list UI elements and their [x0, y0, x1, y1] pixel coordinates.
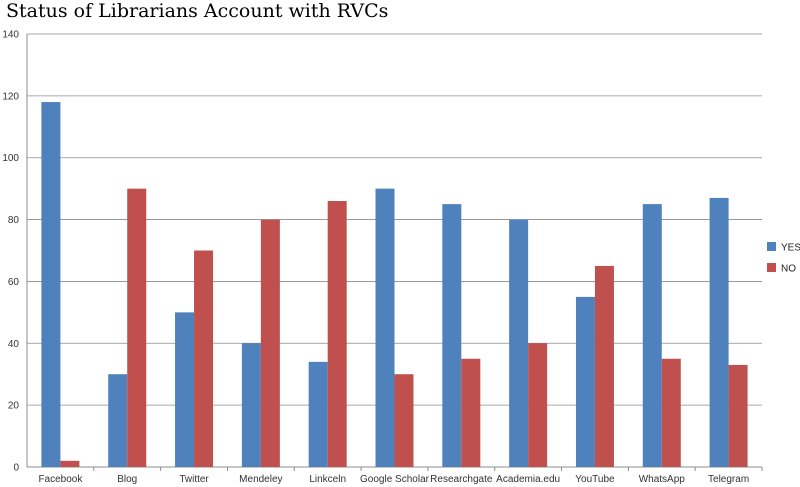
bar-no-researchgate [461, 358, 481, 467]
chart-title: Status of Librarians Account with RVCs [6, 0, 389, 22]
y-tick-label: 40 [8, 339, 20, 350]
x-tick-label: Researchgate [430, 474, 493, 485]
bar-no-facebook [60, 460, 80, 467]
bar-no-linkceln [327, 201, 347, 467]
x-tick-label: Mendeley [239, 474, 282, 485]
y-tick-label: 20 [8, 401, 20, 412]
bars [41, 102, 748, 468]
bar-yes-google-scholar [375, 188, 395, 467]
x-tick-label: Blog [117, 474, 137, 485]
y-tick-label: 80 [8, 215, 20, 226]
bar-no-youtube [594, 265, 614, 467]
bar-no-whatsapp [661, 358, 681, 467]
bar-no-blog [127, 188, 147, 467]
legend-swatch-yes [767, 242, 776, 251]
x-tick-label: Twitter [179, 474, 209, 485]
bar-no-academia-edu [528, 343, 548, 467]
x-tick-label: Google Scholar [360, 474, 430, 485]
x-tick-label: YouTube [575, 474, 615, 485]
bar-no-mendeley [260, 219, 280, 467]
bar-yes-blog [108, 374, 128, 467]
legend-swatch-no [767, 263, 776, 272]
x-tick-labels: Facebook Blog Twitter Mendeley Linkceln Googl… [38, 474, 749, 485]
y-tick-labels: 0 20 40 60 80 100 120 140 [2, 30, 19, 474]
x-tick-label: Facebook [38, 474, 83, 485]
bar-yes-mendeley [241, 343, 261, 467]
x-tick-label: Telegram [708, 474, 749, 485]
legend-label-yes: YES [781, 243, 800, 254]
y-tick-label: 100 [2, 153, 19, 164]
x-tick-label: Linkceln [309, 474, 346, 485]
bar-yes-linkceln [308, 361, 328, 467]
bar-yes-researchgate [442, 204, 462, 467]
bar-yes-academia-edu [509, 219, 529, 467]
bar-yes-whatsapp [642, 204, 662, 467]
bar-no-twitter [194, 250, 214, 467]
bar-no-google-scholar [394, 374, 414, 467]
legend-label-no: NO [781, 264, 796, 275]
x-tick-label: WhatsApp [639, 474, 686, 485]
y-tick-label: 0 [13, 463, 19, 474]
bar-yes-facebook [41, 102, 61, 468]
y-tick-label: 120 [2, 91, 19, 102]
bar-yes-twitter [175, 312, 195, 467]
bar-yes-telegram [709, 197, 729, 467]
x-tick-label: Academia.edu [496, 474, 560, 485]
legend: YES NO [767, 242, 800, 275]
y-tick-label: 60 [8, 277, 20, 288]
bar-yes-youtube [575, 296, 595, 467]
bar-no-telegram [728, 364, 748, 467]
y-tick-label: 140 [2, 30, 19, 41]
